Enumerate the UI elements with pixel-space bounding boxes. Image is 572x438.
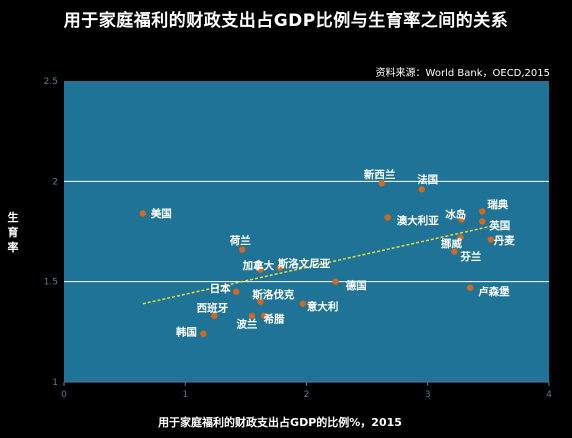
data-point: [239, 246, 246, 253]
chart-source: 资料来源：World Bank，OECD,2015: [375, 68, 550, 79]
trend-line-group: [142, 224, 495, 305]
data-point: [479, 218, 486, 225]
data-point: [378, 180, 385, 187]
point-label: 德国: [345, 279, 367, 292]
data-point: [457, 234, 464, 241]
chart-title: 用于家庭福利的财政支出占GDP比例与生育率之间的关系: [63, 11, 509, 31]
data-point: [451, 248, 458, 255]
x-tick-label: 3: [425, 390, 431, 400]
data-point: [418, 186, 425, 193]
point-label: 美国: [151, 207, 172, 220]
data-point: [200, 330, 207, 338]
y-tick-label: 1: [52, 378, 58, 388]
point-label: 冰岛: [445, 208, 466, 221]
data-point: [479, 208, 486, 215]
point-label: 芬兰: [459, 250, 481, 263]
x-tick-label: 4: [546, 390, 552, 400]
point-label: 日本: [210, 282, 231, 295]
data-point: [257, 266, 264, 273]
point-label: 斯洛伐克: [252, 288, 294, 301]
trend-line: [142, 224, 495, 305]
data-point: [260, 312, 268, 319]
point-label: 希腊: [263, 312, 285, 325]
y-tick-label: 1.5: [44, 278, 58, 288]
point-label: 荷兰: [229, 234, 251, 247]
y-axis-label: 生育率: [7, 211, 19, 254]
point-label: 英国: [488, 219, 510, 232]
x-tick-label: 0: [61, 390, 67, 400]
data-point: [276, 264, 284, 271]
point-label: 挪威: [441, 237, 462, 250]
point-label: 新西兰: [364, 168, 396, 181]
point-label: 瑞典: [487, 198, 508, 211]
point-label: 澳大利亚: [397, 214, 439, 227]
data-point: [211, 312, 218, 319]
axes: 11.522.50 1 2 3 4: [44, 77, 552, 400]
x-axis-label: 用于家庭福利的财政支出占GDP的比例%，2015: [158, 416, 402, 429]
data-point: [248, 312, 256, 319]
data-point: [332, 278, 339, 285]
point-label: 韩国: [176, 325, 197, 338]
y-tick-label: 2.5: [44, 77, 58, 87]
data-point: [458, 216, 465, 223]
plot-area: [64, 81, 549, 382]
data-point: [384, 214, 391, 221]
point-label: 斯洛文尼亚: [278, 257, 331, 270]
x-tick-label: 2: [304, 390, 310, 400]
gridlines: [64, 180, 549, 283]
x-tick-label: 1: [182, 390, 188, 400]
point-label: 波兰: [236, 317, 257, 330]
point-label: 卢森堡: [478, 285, 510, 298]
data-point: [299, 300, 307, 307]
data-point: [139, 210, 147, 217]
point-label: 意大利: [307, 300, 339, 313]
point-label: 法国: [417, 173, 438, 186]
y-tick-label: 2: [52, 177, 58, 187]
data-point: [466, 284, 474, 291]
point-label: 加拿大: [242, 259, 275, 272]
point-label: 丹麦: [494, 234, 515, 247]
point-label: 西班牙: [197, 301, 229, 314]
data-point: [487, 236, 494, 243]
data-point: [232, 288, 240, 295]
data-point: [257, 298, 264, 305]
